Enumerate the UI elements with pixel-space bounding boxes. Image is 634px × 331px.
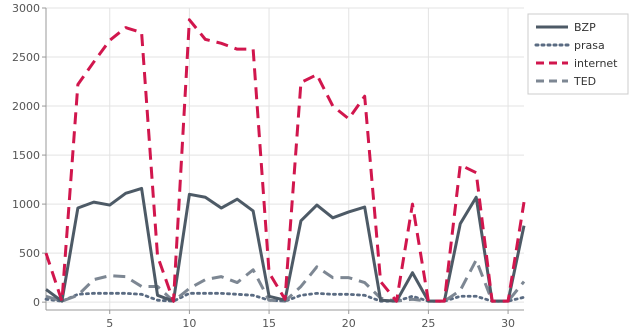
x-tick-label: 25 [421,317,435,330]
legend-label-prasa: prasa [574,39,605,52]
y-tick-label: 1000 [12,198,40,211]
y-tick-label: 2500 [12,51,40,64]
x-tick-label: 30 [501,317,515,330]
x-tick-label: 20 [342,317,356,330]
y-tick-label: 0 [33,296,40,309]
axes: 0 500 1000 1500 2000 2500 3000 5 10 15 20 25 30 [12,2,524,330]
x-tick-label: 15 [262,317,276,330]
y-tick-label: 1500 [12,149,40,162]
series-line-internet [44,18,526,303]
y-tick-label: 3000 [12,2,40,15]
legend-label-bzp: BZP [574,21,596,34]
legend: BZP prasa internet TED [527,13,629,95]
x-tick-label: 5 [106,317,113,330]
legend-label-ted: TED [573,75,596,88]
plot-area [46,8,524,310]
x-tick-label: 10 [182,317,196,330]
series-layer [44,18,526,303]
y-tick-label: 500 [19,247,40,260]
y-tick-label: 2000 [12,100,40,113]
legend-label-internet: internet [574,57,618,70]
